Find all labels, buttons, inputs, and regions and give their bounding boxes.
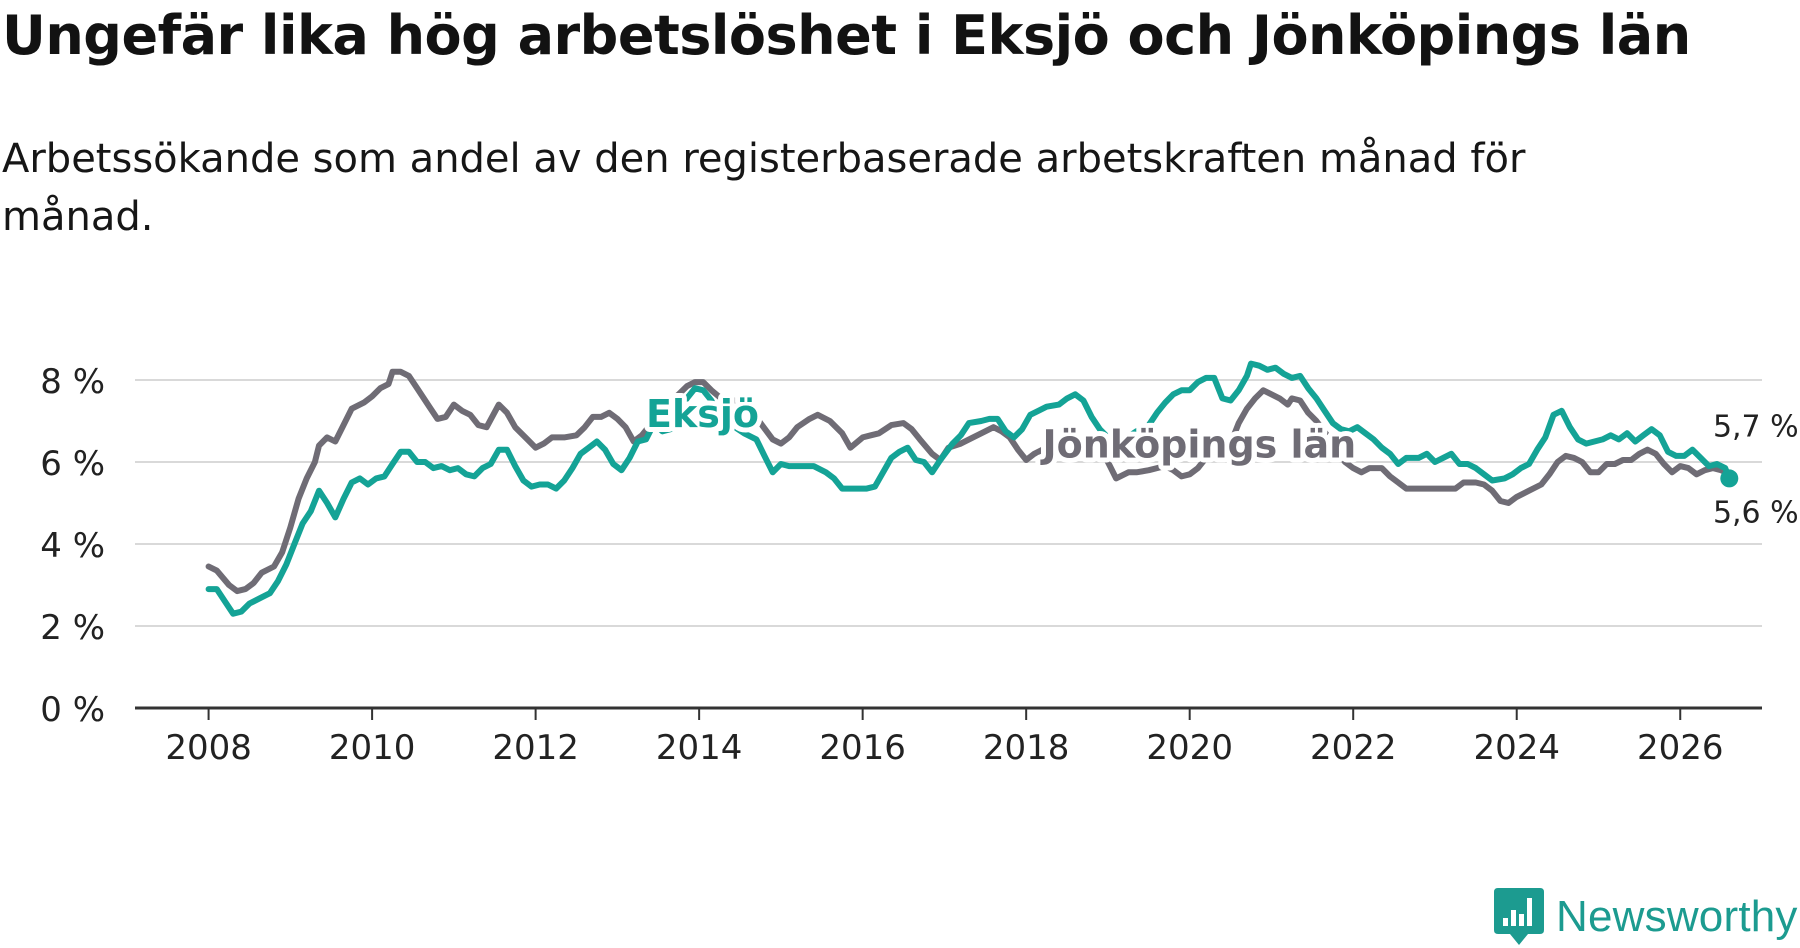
newsworthy-logo-icon <box>1494 888 1544 945</box>
x-tick-label: 2014 <box>656 728 743 768</box>
gridlines <box>135 379 1762 627</box>
jonkopings-lan-end-value: 5,7 % <box>1713 409 1799 444</box>
y-tick-label: 8 % <box>40 362 105 402</box>
y-tick-label: 2 % <box>40 608 105 648</box>
series-lines <box>205 360 1739 617</box>
x-tick-label: 2024 <box>1473 728 1560 768</box>
x-tick-label: 2020 <box>1146 728 1233 768</box>
x-tick-label: 2012 <box>492 728 579 768</box>
x-tick-label: 2026 <box>1637 728 1724 768</box>
eksjo-line <box>205 360 1733 617</box>
eksjo-end-point <box>1720 469 1739 488</box>
x-tick-label: 2008 <box>165 728 252 768</box>
eksjo-end-value: 5,6 % <box>1713 495 1799 530</box>
y-axis-tick-labels: 0 % 2 % 4 % 6 % 8 % <box>40 362 105 730</box>
jonkopings-lan-series-label: Jönköpings län <box>1040 423 1357 467</box>
brand-logo: Newsworthy <box>1494 888 1798 946</box>
y-tick-label: 0 % <box>40 690 105 730</box>
series-labels: Eksjö Jönköpings län 5,7 % 5,6 % <box>641 387 1800 535</box>
x-axis: 2008 2010 2012 2014 2016 2018 2020 2022 2024 2026 <box>135 706 1762 768</box>
x-tick-label: 2022 <box>1310 728 1397 768</box>
line-chart: 0 % 2 % 4 % 6 % 8 % 2008 2010 2012 2014 2016 2018… <box>40 360 1800 768</box>
eksjo-series-label: Eksjö <box>646 392 759 436</box>
jonkopings-lan-line <box>205 368 1733 595</box>
y-tick-label: 4 % <box>40 526 105 566</box>
x-tick-label: 2016 <box>819 728 906 768</box>
y-tick-label: 6 % <box>40 444 105 484</box>
chart-title: Ungefär lika hög arbetslöshet i Eksjö oc… <box>2 4 1691 67</box>
x-tick-label: 2018 <box>983 728 1070 768</box>
x-tick-label: 2010 <box>329 728 416 768</box>
brand-name: Newsworthy <box>1556 892 1798 941</box>
chart-subtitle: Arbetssökande som andel av den registerb… <box>2 136 1526 240</box>
